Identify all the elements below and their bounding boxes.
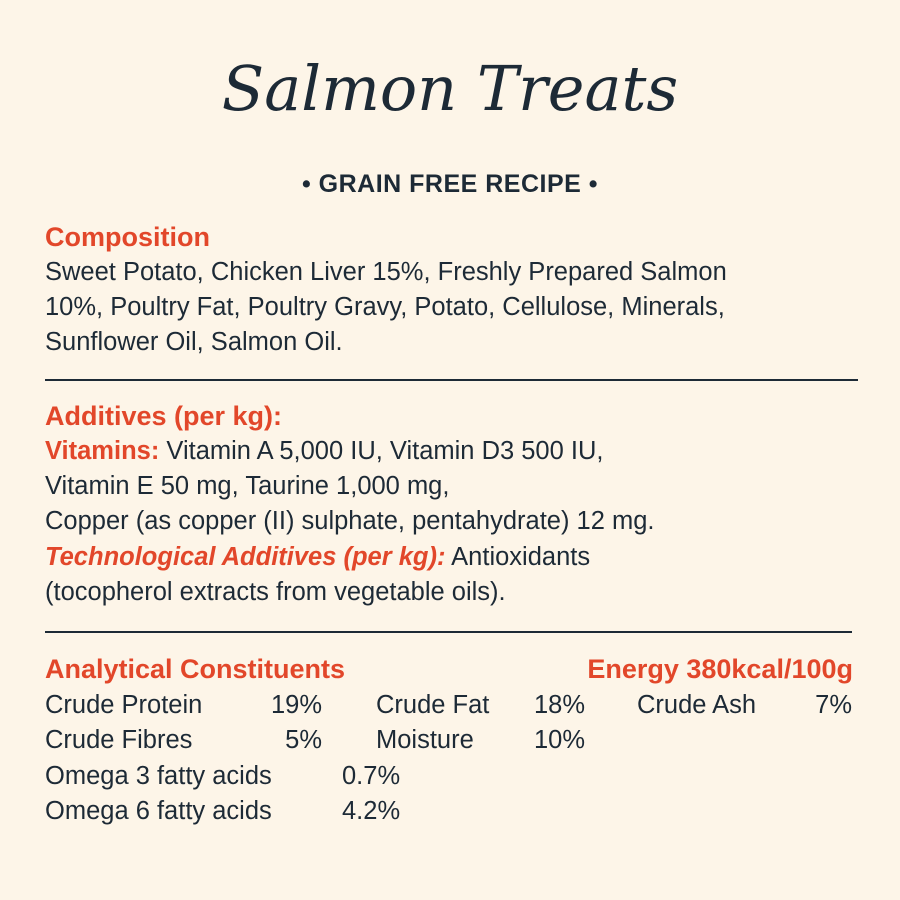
constituent-label: Crude Ash <box>637 691 757 719</box>
vitamins-text: Vitamin A 5,000 IU, Vitamin D3 500 IU, <box>159 437 604 465</box>
tech-additives-line: Technological Additives (per kg): Antiox… <box>45 543 590 572</box>
vitamins-line: Vitamin E 50 mg, Taurine 1,000 mg, <box>45 472 450 500</box>
vitamins-label: Vitamins: <box>45 437 160 465</box>
composition-line: Sweet Potato, Chicken Liver 15%, Freshly… <box>45 258 727 286</box>
vitamins-line: Copper (as copper (II) sulphate, pentahy… <box>45 507 655 535</box>
composition-line: Sunflower Oil, Salmon Oil. <box>45 328 343 356</box>
product-title: Salmon Treats <box>221 52 679 125</box>
constituent-value: 0.7% <box>342 762 401 790</box>
constituent-label: Crude Protein <box>45 691 203 719</box>
energy-value: Energy 380kcal/100g <box>587 654 853 684</box>
constituent-value: 4.2% <box>342 797 401 825</box>
tech-additives-label: Technological Additives (per kg): <box>45 543 446 571</box>
constituent-value: 19% <box>270 691 322 719</box>
divider <box>45 379 858 381</box>
tech-additives-text: Antioxidants <box>445 543 591 571</box>
constituent-label: Crude Fat <box>376 691 490 719</box>
vitamins-line: Vitamins: Vitamin A 5,000 IU, Vitamin D3… <box>45 437 603 466</box>
subtitle: • GRAIN FREE RECIPE • <box>301 170 599 198</box>
constituent-label: Omega 3 fatty acids <box>45 762 272 790</box>
analytical-heading: Analytical Constituents <box>45 654 346 684</box>
constituent-value: 10% <box>533 726 585 754</box>
divider <box>45 631 852 633</box>
constituent-value: 7% <box>815 691 852 719</box>
constituent-value: 18% <box>533 691 585 719</box>
constituent-label: Omega 6 fatty acids <box>45 797 272 825</box>
constituent-label: Moisture <box>376 726 474 754</box>
constituent-value: 5% <box>285 726 322 754</box>
tech-additives-line: (tocopherol extracts from vegetable oils… <box>45 578 506 606</box>
constituent-label: Crude Fibres <box>45 726 193 754</box>
composition-line: 10%, Poultry Fat, Poultry Gravy, Potato,… <box>45 293 725 321</box>
additives-heading: Additives (per kg): <box>45 401 283 431</box>
composition-heading: Composition <box>45 222 210 252</box>
